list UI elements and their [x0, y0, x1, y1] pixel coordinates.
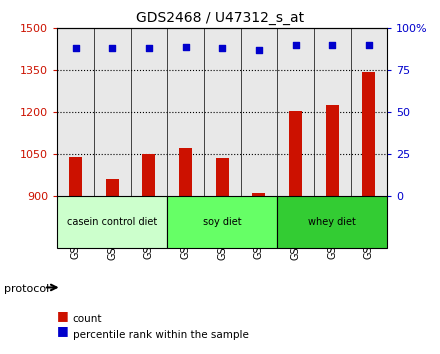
Point [72, 46, 79, 51]
Text: ■: ■ [57, 309, 69, 321]
Bar [314, 28, 351, 195]
Bar [253, 193, 265, 195]
Bar [69, 156, 82, 195]
Point [145, 46, 152, 51]
Bar [363, 72, 375, 195]
Bar [167, 28, 204, 195]
Bar [326, 105, 339, 195]
Bar [241, 28, 277, 195]
Text: casein control diet: casein control diet [67, 217, 158, 227]
Text: GDS2468 / U47312_s_at: GDS2468 / U47312_s_at [136, 11, 304, 25]
Bar [277, 28, 314, 195]
Bar [351, 28, 387, 195]
Text: percentile rank within the sample: percentile rank within the sample [73, 330, 249, 339]
Bar [204, 28, 241, 195]
Text: count: count [73, 314, 102, 324]
Point [329, 42, 336, 48]
Point [255, 47, 262, 53]
FancyBboxPatch shape [167, 195, 277, 248]
Text: ■: ■ [57, 325, 69, 337]
FancyBboxPatch shape [277, 195, 387, 248]
Point [182, 44, 189, 50]
Bar [143, 154, 155, 195]
Bar [289, 110, 302, 195]
Point [365, 42, 372, 48]
Bar [106, 179, 119, 195]
Text: whey diet: whey diet [308, 217, 356, 227]
Bar [179, 148, 192, 195]
Text: protocol: protocol [4, 284, 50, 293]
Point [292, 42, 299, 48]
FancyBboxPatch shape [57, 195, 167, 248]
Bar [131, 28, 167, 195]
Bar [94, 28, 131, 195]
Point [219, 46, 226, 51]
Point [109, 46, 116, 51]
Bar [216, 158, 229, 195]
Text: soy diet: soy diet [203, 217, 242, 227]
Bar [57, 28, 94, 195]
